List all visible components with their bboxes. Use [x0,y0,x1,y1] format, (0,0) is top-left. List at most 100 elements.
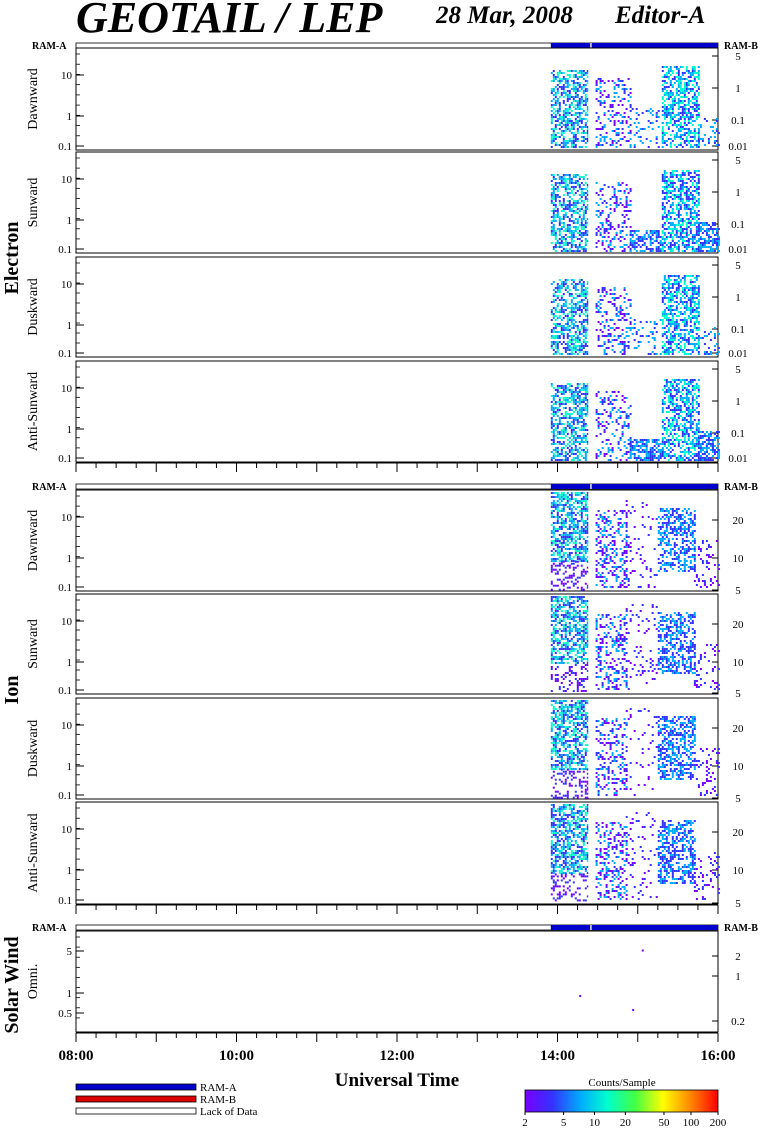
panel-label: Duskward [26,720,41,778]
right-tick-label: 10 [733,657,745,669]
ram-left-label: RAM-A [32,482,67,493]
colorbar-tick-label: 100 [683,1117,700,1128]
group-electron: RAM-A RAM-B Electron Dawnward 10 1 0.1 5 1 0.1 0.0… [1,41,758,472]
left-tick-label: 0.1 [58,453,72,465]
right-tick-label: 5 [735,898,741,910]
left-tick-label: 10 [61,383,73,395]
x-tick-label: 16:00 [701,1048,736,1064]
left-tick-label: 0.5 [58,1008,72,1020]
right-tick-label: 0.2 [731,1016,745,1028]
spectrogram [550,258,720,356]
data-gap [588,258,594,356]
data-gap [588,699,594,798]
x-tick-label: 10:00 [219,1048,254,1064]
data-gap [588,595,594,693]
right-tick-label: 5 [735,51,741,63]
left-tick-label: 0.1 [58,582,72,594]
right-tick-label: 10 [733,553,745,565]
right-tick-label: 5 [735,260,741,272]
colorbar-tick-label: 2 [522,1117,528,1128]
editor-label: Editor-A [615,2,706,29]
legend-swatch [75,1107,197,1115]
panel-dawnward: Dawnward 10 1 0.1 5 1 0.1 0.01 [26,47,748,153]
panel-label: Anti-Sunward [26,813,41,892]
legend-label: Lack of Data [200,1106,258,1118]
left-tick-label: 10 [61,70,73,82]
right-tick-label: 0.01 [728,141,747,153]
data-gap [588,491,594,590]
ram-bar: RAM-A RAM-B [32,482,758,493]
ram-a-segment [550,484,718,489]
data-gap [588,803,594,903]
left-tick-label: 1 [67,320,73,332]
group-label: Ion [1,676,23,705]
x-axis-label: Universal Time [335,1070,459,1091]
right-tick-label: 10 [733,865,745,877]
group-ion: RAM-A RAM-B Ion Dawnward 10 1 0.1 20 10 5 Sunward 1… [1,482,758,914]
panel-label: Dawnward [26,68,41,129]
right-tick-label: 1 [735,187,741,199]
ram-gap [590,484,592,489]
left-tick-label: 10 [61,279,73,291]
right-tick-label: 0.01 [728,244,747,256]
left-tick-label: 0.1 [58,895,72,907]
x-tick-label: 14:00 [540,1048,575,1064]
spectrogram [579,932,644,1031]
legend-label: RAM-A [200,1082,237,1094]
panel-dawnward: Dawnward 10 1 0.1 20 10 5 [26,489,745,597]
right-tick-label: 20 [733,619,745,631]
time-axis [75,462,719,472]
left-tick-label: 1 [67,553,73,565]
left-tick-label: 0.1 [58,244,72,256]
colorbar-tick-label: 20 [620,1117,632,1128]
ram-a-segment [550,43,718,48]
panel-label: Dawnward [26,510,41,571]
right-tick-label: 20 [733,723,745,735]
data-gap [588,49,594,149]
panel-label: Anti-Sunward [26,372,41,451]
colorbar-tick-label: 5 [561,1117,567,1128]
left-tick-label: 10 [61,512,73,524]
left-tick-label: 0.1 [58,348,72,360]
right-tick-label: 5 [735,585,741,597]
group-label: Solar Wind [1,936,23,1033]
right-tick-label: 1 [735,971,741,983]
panel-anti-sunward: Anti-Sunward 10 1 0.1 20 10 5 [26,801,745,910]
panel-label: Sunward [26,178,41,228]
panel-sunward: Sunward 10 1 0.1 20 10 5 [26,593,745,700]
legend-swatch [75,1083,197,1091]
data-point [641,949,644,952]
left-tick-label: 0.1 [58,141,72,153]
left-tick-label: 5 [67,946,73,958]
left-tick-label: 0.1 [58,790,72,802]
right-tick-label: 5 [735,688,741,700]
ram-right-label: RAM-B [724,923,758,934]
right-tick-label: 0.1 [731,428,745,440]
date-label: 28 Mar, 2008 [436,2,573,29]
group-solar-wind: RAM-A RAM-B Solar Wind Omni. 5 1 0.5 2 1 0.2 [1,923,758,1042]
left-tick-label: 1 [67,988,73,1000]
right-tick-label: 5 [735,155,741,167]
spectrogram [550,153,720,252]
ram-a-segment [550,925,718,930]
left-tick-label: 1 [67,865,73,877]
right-tick-label: 20 [733,827,745,839]
x-tick-label: 12:00 [380,1048,415,1064]
left-tick-label: 1 [67,111,73,123]
ram-right-label: RAM-B [724,41,758,52]
spectrogram [550,595,720,693]
right-tick-label: 5 [735,793,741,805]
right-tick-label: 10 [733,761,745,773]
group-label: Electron [1,222,23,295]
left-tick-label: 1 [67,657,73,669]
panel-duskward: Duskward 10 1 0.1 5 1 0.1 0.01 [26,256,748,360]
left-tick-label: 10 [61,824,73,836]
ram-gap [590,925,592,930]
ram-right-label: RAM-B [724,482,758,493]
right-tick-label: 1 [735,396,741,408]
panel-label: Sunward [26,619,41,669]
panel-sunward: Sunward 10 1 0.1 5 1 0.1 0.01 [26,151,748,256]
left-tick-label: 10 [61,174,73,186]
